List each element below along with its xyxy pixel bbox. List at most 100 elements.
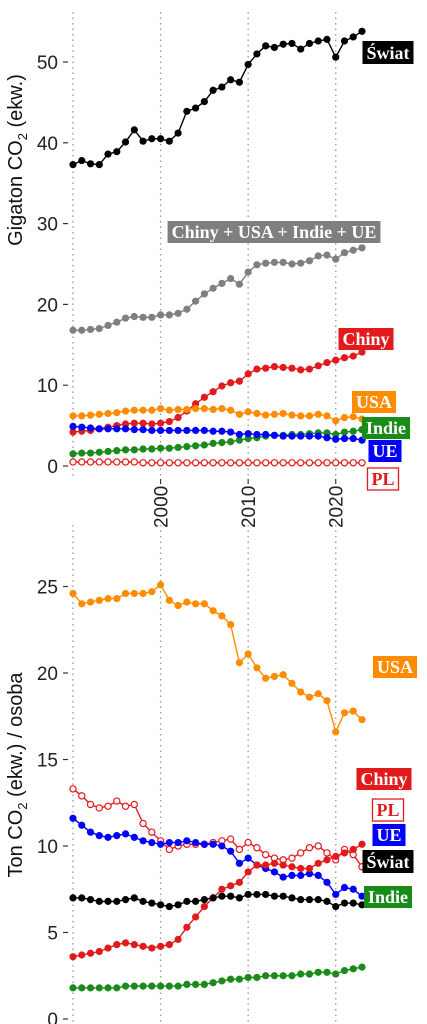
series-line-swiat: [73, 893, 363, 908]
data-point: [279, 972, 287, 980]
data-point: [297, 432, 305, 440]
y-tick-label: 40: [37, 134, 58, 155]
data-point: [253, 890, 261, 899]
data-point: [323, 968, 331, 976]
data-point: [183, 107, 191, 115]
series-line-chiny: [72, 843, 363, 958]
data-point: [148, 899, 156, 907]
data-point: [288, 679, 296, 687]
data-point: [305, 459, 314, 467]
data-point: [288, 863, 296, 871]
data-point: [218, 885, 226, 893]
data-point: [297, 970, 305, 978]
data-point: [200, 97, 208, 106]
data-point: [332, 53, 340, 61]
data-point: [130, 406, 138, 414]
label-indie: Indie: [361, 417, 411, 439]
data-point: [165, 596, 173, 604]
data-point: [253, 50, 261, 58]
data-point: [235, 430, 243, 439]
series-line-indie: [73, 966, 363, 989]
data-point: [358, 244, 366, 252]
data-point: [183, 305, 191, 313]
data-point: [270, 859, 279, 867]
series-line-chiny: [72, 351, 363, 433]
data-point: [305, 864, 314, 873]
y-axis-label-tail: (ekw.): [5, 74, 27, 133]
data-point: [148, 838, 156, 847]
data-point: [165, 459, 174, 467]
y-tick-label: 0: [47, 457, 58, 478]
data-point: [218, 405, 226, 413]
data-point: [104, 447, 112, 456]
data-point: [148, 828, 156, 836]
data-point: [69, 161, 77, 169]
data-point: [235, 894, 243, 902]
data-point: [297, 871, 305, 880]
y-tick-label: 10: [37, 376, 58, 397]
data-point: [165, 982, 173, 990]
data-point: [200, 896, 208, 904]
data-point: [78, 792, 86, 800]
series-label-box: [361, 417, 411, 439]
data-point: [218, 83, 226, 91]
series-label-box: [362, 850, 414, 873]
data-point: [279, 873, 287, 881]
data-point: [104, 984, 112, 992]
data-point: [78, 951, 86, 959]
data-point: [121, 982, 130, 990]
data-point: [78, 984, 86, 992]
data-point: [323, 358, 331, 367]
series-label-text: Indie: [366, 418, 406, 438]
series-ue: [69, 422, 366, 444]
data-point: [227, 882, 235, 890]
data-point: [323, 849, 331, 857]
data-point: [332, 728, 340, 736]
data-point: [130, 426, 138, 434]
data-point: [86, 449, 95, 457]
y-tick-label: 5: [47, 924, 58, 945]
data-point: [253, 664, 261, 672]
data-point: [183, 405, 191, 414]
data-point: [253, 261, 261, 269]
data-point: [192, 442, 200, 450]
data-point: [332, 459, 340, 467]
data-point: [297, 688, 305, 696]
data-point: [218, 892, 226, 900]
data-point: [332, 417, 340, 425]
data-point: [340, 883, 349, 892]
data-point: [156, 581, 165, 589]
data-point: [227, 975, 235, 983]
data-point: [113, 797, 121, 805]
data-point: [148, 944, 156, 952]
data-point: [130, 419, 138, 427]
data-point: [209, 979, 217, 987]
data-point: [288, 854, 296, 862]
data-point: [358, 901, 366, 909]
y-axis-label-main: Ton CO: [5, 810, 27, 878]
data-point: [78, 821, 86, 829]
series-label-box: [372, 656, 418, 678]
data-point: [314, 968, 322, 976]
data-point: [209, 388, 217, 396]
series-label-box: [368, 440, 402, 462]
data-point: [227, 428, 235, 436]
data-point: [209, 86, 217, 94]
data-point: [209, 284, 217, 292]
data-point: [69, 450, 77, 458]
data-point: [104, 409, 112, 418]
series-line-pl: [73, 461, 362, 464]
data-point: [200, 980, 208, 989]
data-point: [235, 659, 243, 667]
data-point: [270, 672, 279, 681]
series-line-pl: [72, 788, 363, 868]
data-point: [218, 279, 226, 287]
x-tick-label: 2010: [239, 486, 260, 528]
label-pl: PL: [366, 467, 400, 491]
data-point: [156, 459, 165, 467]
data-point: [86, 984, 95, 992]
data-point: [270, 410, 279, 418]
data-point: [139, 459, 147, 467]
data-point: [218, 459, 226, 467]
series-label-text: PL: [371, 469, 394, 489]
